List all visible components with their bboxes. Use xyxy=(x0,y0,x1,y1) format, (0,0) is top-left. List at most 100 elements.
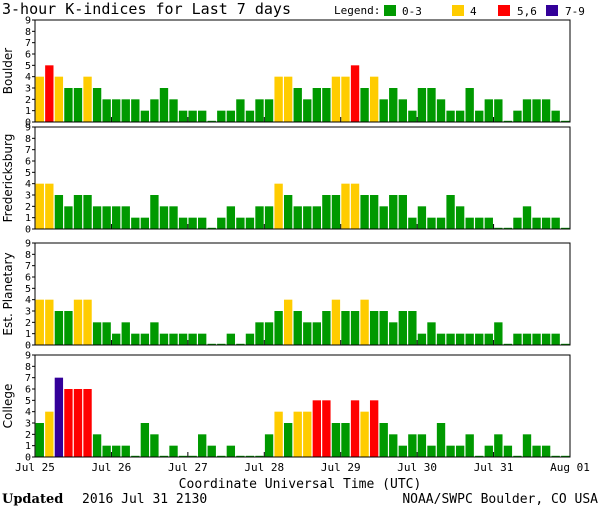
bar xyxy=(341,423,350,457)
bar xyxy=(436,423,446,457)
bar xyxy=(35,183,44,229)
bar xyxy=(360,411,369,457)
bar xyxy=(45,411,54,457)
bar xyxy=(303,99,312,122)
bar xyxy=(522,434,532,457)
bar xyxy=(73,88,83,122)
bar xyxy=(150,322,159,345)
bar xyxy=(408,434,417,457)
bar xyxy=(331,195,341,229)
y-tick-label: 9 xyxy=(25,16,31,27)
bar xyxy=(398,195,407,229)
bar xyxy=(408,217,417,229)
bar xyxy=(45,183,54,229)
bar xyxy=(121,322,130,345)
x-tick-label: Jul 30 xyxy=(397,461,437,474)
bar xyxy=(207,227,216,229)
bar xyxy=(436,333,446,345)
bar xyxy=(494,434,503,457)
bar xyxy=(551,333,560,345)
bar xyxy=(475,110,484,122)
bar xyxy=(465,217,474,229)
bar xyxy=(255,99,264,122)
bar xyxy=(389,195,398,229)
bar xyxy=(283,195,293,229)
bar xyxy=(264,99,274,122)
bar xyxy=(350,183,360,229)
bar xyxy=(350,400,360,457)
bar xyxy=(475,455,484,457)
y-tick-label: 9 xyxy=(25,123,31,134)
bar xyxy=(522,206,532,229)
bar xyxy=(503,445,513,457)
bar xyxy=(102,322,111,345)
bar xyxy=(322,195,331,229)
bar xyxy=(408,110,417,122)
bar xyxy=(389,434,398,457)
bar xyxy=(83,389,92,457)
y-tick-label: 2 xyxy=(25,318,31,329)
panel-label: College xyxy=(1,384,15,429)
legend-label-1: 4 xyxy=(470,5,477,18)
bar xyxy=(293,411,302,457)
bar xyxy=(522,333,532,345)
bar xyxy=(159,206,169,229)
bar xyxy=(427,322,436,345)
bar xyxy=(92,322,102,345)
bar xyxy=(198,434,207,457)
panel-frame xyxy=(34,19,571,123)
x-tick-label: Jul 25 xyxy=(15,461,55,474)
panels-group: 0123456789Boulder0123456789Fredericksbur… xyxy=(1,16,571,464)
bar xyxy=(369,195,379,229)
bar xyxy=(503,227,513,229)
bar xyxy=(92,206,102,229)
panel-frame xyxy=(34,354,571,458)
bar xyxy=(293,88,302,122)
bar xyxy=(274,311,283,345)
bar xyxy=(503,120,513,122)
bar xyxy=(54,76,64,122)
bar xyxy=(484,333,493,345)
bar xyxy=(455,206,465,229)
bar xyxy=(484,99,493,122)
y-tick-label: 6 xyxy=(25,157,31,168)
bar xyxy=(140,217,150,229)
bar xyxy=(341,76,350,122)
bar xyxy=(121,99,130,122)
bar xyxy=(283,76,293,122)
y-tick-label: 4 xyxy=(25,72,31,83)
x-tick-label: Jul 27 xyxy=(168,461,208,474)
bar xyxy=(112,99,121,122)
bar xyxy=(484,217,493,229)
x-axis: Jul 25 Jul 26 Jul 27 Jul 28 Jul 29 Jul 30 Jul … xyxy=(15,461,590,474)
bar xyxy=(178,110,188,122)
x-tick-label: Jul 28 xyxy=(244,461,284,474)
bar xyxy=(217,217,226,229)
bar xyxy=(226,445,236,457)
bar xyxy=(54,377,64,457)
bar xyxy=(503,343,513,345)
bar xyxy=(379,311,388,345)
bar xyxy=(379,206,388,229)
legend-swatch-3 xyxy=(546,5,558,16)
bar xyxy=(303,206,312,229)
bar xyxy=(398,311,407,345)
bar xyxy=(389,88,398,122)
bar xyxy=(551,217,560,229)
bar xyxy=(64,88,73,122)
updated-label: Updated xyxy=(2,492,63,507)
bar xyxy=(54,311,64,345)
bar xyxy=(45,65,54,122)
bar xyxy=(551,110,560,122)
x-axis-label: Coordinate Universal Time (UTC) xyxy=(179,477,422,492)
bar xyxy=(73,389,83,457)
bar xyxy=(465,434,474,457)
bar xyxy=(83,76,92,122)
bar xyxy=(446,333,455,345)
bar xyxy=(264,322,274,345)
bar xyxy=(484,445,493,457)
bar xyxy=(331,423,341,457)
bar xyxy=(188,455,197,457)
y-tick-label: 4 xyxy=(25,295,31,306)
